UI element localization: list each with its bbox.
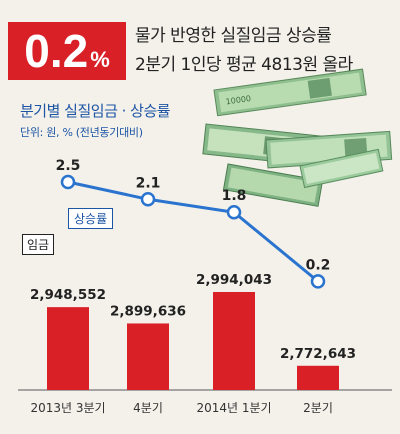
line-value-label: 1.8	[222, 188, 247, 204]
line-value-label: 2.5	[56, 158, 81, 174]
svg-text:10000: 10000	[225, 94, 251, 106]
line-series-label: 상승률	[68, 208, 114, 229]
bar	[297, 365, 339, 390]
x-tick-labels: 2013년 3분기 4분기 2014년 1분기 2분기	[30, 401, 332, 415]
x-tick-label: 2분기	[303, 401, 333, 415]
line-point	[140, 192, 156, 207]
bar-value-label: 2,772,643	[280, 346, 356, 362]
chart-title: 분기별 실질임금 · 상승률	[20, 102, 171, 120]
badge-unit: %	[90, 47, 110, 72]
x-tick-label: 2014년 1분기	[196, 401, 271, 415]
x-tick-label: 2013년 3분기	[30, 401, 105, 415]
line-series	[60, 174, 326, 289]
unit-note: 단위: 원, % (전년동기대비)	[20, 126, 143, 139]
line-point	[310, 274, 326, 289]
badge-number: 0.2	[24, 25, 89, 77]
bar-value-label: 2,948,552	[30, 287, 106, 303]
headline-line1: 물가 반영한 실질임금 상승률	[135, 26, 332, 46]
bar	[213, 291, 255, 390]
line-point	[226, 204, 242, 220]
headline-line2: 2분기 1인당 평균 4813원 올라	[135, 55, 353, 75]
bar-series-label: 임금	[22, 234, 55, 255]
bar-value-label: 2,899,636	[110, 303, 186, 319]
line-value-label: 0.2	[306, 257, 331, 273]
line-point	[60, 174, 76, 190]
line-path	[67, 180, 319, 283]
bar-series	[47, 291, 339, 390]
banknote-stack-icon: 10000	[202, 68, 393, 207]
rate-badge: 0.2 %	[8, 22, 126, 80]
bar	[127, 323, 169, 390]
line-value-label: 2.1	[136, 175, 161, 191]
bar-value-label: 2,994,043	[196, 272, 272, 288]
x-tick-label: 4분기	[133, 401, 163, 415]
bar	[47, 307, 89, 390]
line-value-labels: 2.5 2.1 1.8 0.2	[56, 158, 331, 273]
headline: 물가 반영한 실질임금 상승률 2분기 1인당 평균 4813원 올라	[135, 22, 397, 80]
